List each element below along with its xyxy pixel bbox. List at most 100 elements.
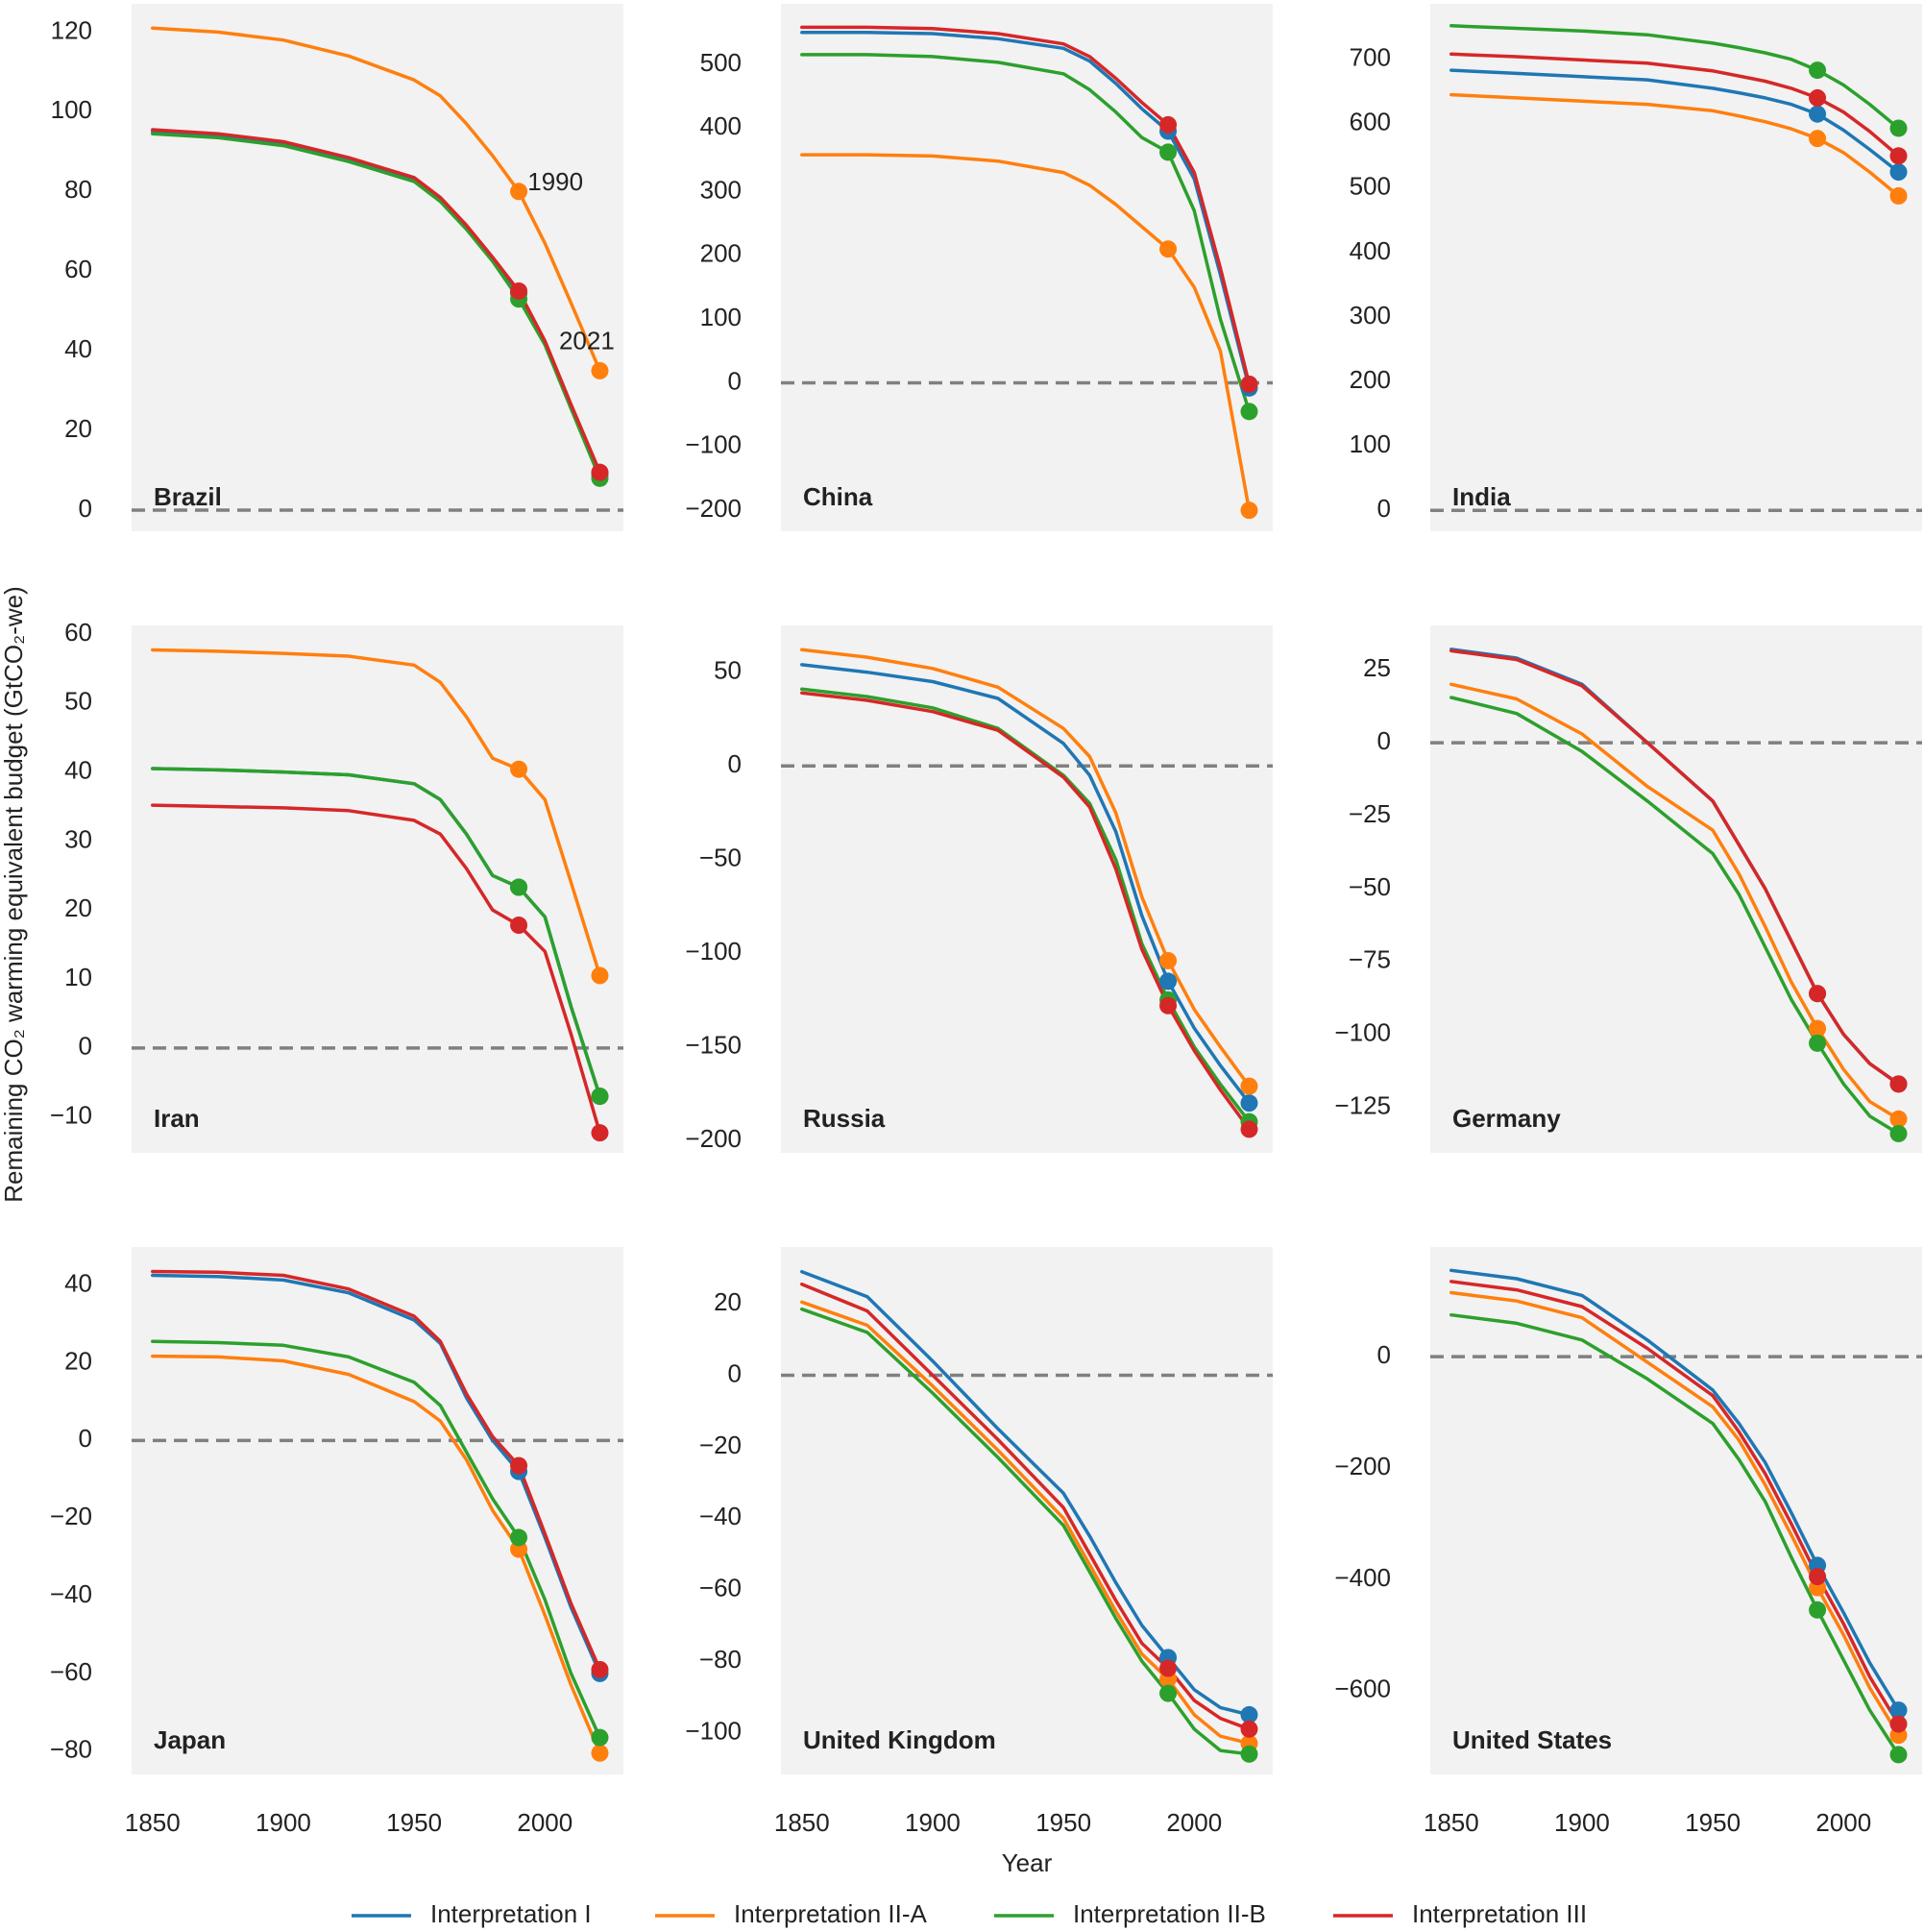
y-tick-label: −200 [685, 494, 742, 523]
data-point [1159, 240, 1178, 258]
data-point [1240, 403, 1258, 421]
data-point [510, 281, 528, 300]
data-point [1240, 1745, 1258, 1763]
y-tick-label: −125 [1334, 1091, 1391, 1120]
x-tick-label: 2000 [1815, 1808, 1871, 1837]
series-line [1449, 24, 1901, 131]
y-tick-label: 0 [728, 1358, 742, 1387]
data-point [1809, 1601, 1827, 1619]
data-point [1809, 1019, 1827, 1038]
x-tick-label: 1850 [125, 1808, 181, 1837]
data-point [1240, 1120, 1258, 1138]
y-tick-label: 40 [64, 1268, 92, 1297]
panel-title: Russia [803, 1104, 886, 1133]
y-tick-label: 500 [700, 48, 742, 77]
data-point [1809, 105, 1827, 123]
x-tick-label: 1850 [1424, 1808, 1479, 1837]
y-tick-label: −400 [1334, 1563, 1391, 1592]
y-tick-label: −80 [699, 1645, 742, 1674]
y-tick-label: −100 [1334, 1018, 1391, 1047]
data-point [1809, 1568, 1827, 1586]
series-line [1449, 682, 1901, 1121]
y-tick-label: 200 [1350, 365, 1391, 394]
data-point [1889, 186, 1908, 205]
data-point [591, 361, 609, 379]
y-tick-label: 10 [64, 963, 92, 991]
series-line [800, 687, 1252, 1124]
y-tick-label: −50 [1349, 872, 1391, 901]
x-tick-label: 1900 [905, 1808, 961, 1837]
series-line [800, 691, 1252, 1132]
y-tick-label: 20 [64, 1346, 92, 1375]
y-tick-label: 0 [79, 1424, 92, 1453]
data-point [591, 1124, 609, 1142]
data-point [1809, 130, 1827, 148]
series-line [1449, 52, 1901, 159]
y-tick-label: 400 [700, 111, 742, 140]
y-tick-label: −600 [1334, 1675, 1391, 1703]
panel-title: Japan [154, 1725, 226, 1754]
data-point [1889, 119, 1908, 137]
y-tick-label: −50 [699, 844, 742, 872]
y-tick-label: −40 [699, 1502, 742, 1530]
y-tick-label: −100 [685, 430, 742, 459]
y-tick-label: −60 [699, 1574, 742, 1602]
x-tick-label: 1950 [1685, 1808, 1741, 1837]
data-point [1809, 88, 1827, 107]
legend-label: Interpretation III [1412, 1899, 1587, 1928]
data-point [1240, 1094, 1258, 1113]
data-point [510, 917, 528, 935]
panel: −125 −100 −75 −50 −25 0 25 Germany [1334, 625, 1922, 1153]
data-point [1889, 1110, 1908, 1128]
series-line [800, 1307, 1252, 1756]
y-tick-label: 0 [728, 749, 742, 778]
plot-background [781, 4, 1273, 531]
x-axis-label: Year [1002, 1848, 1053, 1877]
y-tick-label: 50 [714, 656, 742, 685]
plot-background [781, 1247, 1273, 1774]
data-point [1159, 996, 1178, 1015]
data-point [510, 183, 528, 201]
y-tick-label: 500 [1350, 172, 1391, 201]
y-tick-label: 80 [64, 175, 92, 204]
y-tick-label: 40 [64, 755, 92, 784]
series-line [1449, 92, 1901, 198]
series-line [800, 663, 1252, 1105]
data-point [1240, 1720, 1258, 1738]
plot-background [132, 625, 623, 1153]
series-line [151, 128, 602, 475]
y-tick-label: 300 [700, 175, 742, 204]
x-tick-label: 1900 [256, 1808, 311, 1837]
plot-background [781, 625, 1273, 1153]
y-tick-label: 20 [64, 893, 92, 922]
plot-background [132, 4, 623, 531]
y-tick-label: −20 [699, 1431, 742, 1459]
y-tick-label: 0 [1377, 494, 1391, 523]
y-tick-label: −40 [50, 1579, 92, 1608]
y-tick-label: 60 [64, 255, 92, 283]
y-tick-label: −75 [1349, 945, 1391, 974]
series-line [151, 1269, 602, 1672]
y-tick-label: 50 [64, 687, 92, 716]
series-line [151, 26, 602, 373]
data-point [1240, 1705, 1258, 1724]
data-point [1159, 143, 1178, 161]
panel: −100 −80 −60 −40 −20 0 20 1850 1900 1950 2000 Unite… [685, 1247, 1273, 1837]
x-tick-label: 1900 [1554, 1808, 1610, 1837]
series-line [1449, 1268, 1901, 1712]
x-tick-label: 2000 [1166, 1808, 1222, 1837]
panel: −80 −60 −40 −20 0 20 40 1850 1900 1950 2000 Japan [50, 1247, 623, 1837]
y-tick-label: 40 [64, 334, 92, 363]
series-line [151, 767, 602, 1098]
y-tick-label: 400 [1350, 236, 1391, 265]
panel-title: China [803, 482, 873, 511]
data-point [591, 1744, 609, 1762]
y-tick-label: 100 [700, 303, 742, 331]
data-point [510, 760, 528, 778]
y-tick-label: −60 [50, 1657, 92, 1686]
data-point [591, 1728, 609, 1747]
y-tick-label: −150 [685, 1031, 742, 1060]
y-tick-label: 120 [51, 15, 92, 44]
